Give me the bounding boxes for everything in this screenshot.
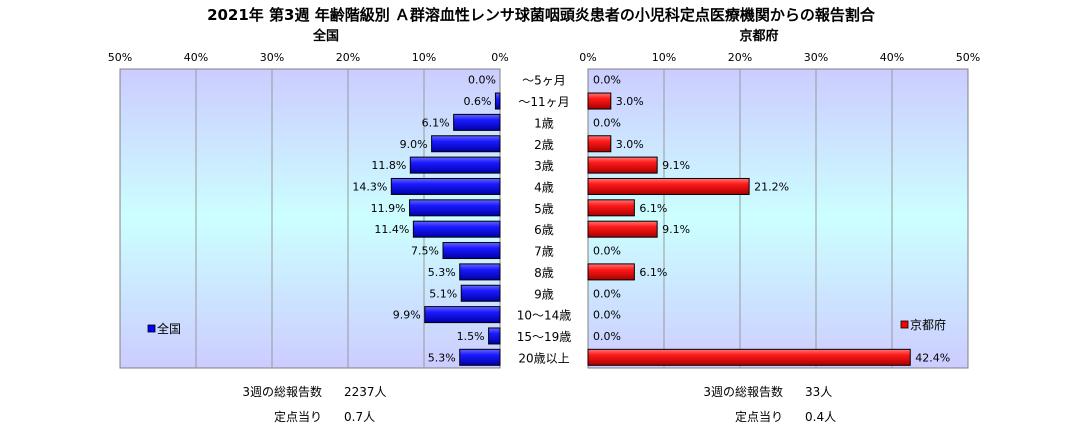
age-group-label: 1歳 [534,116,554,130]
national-legend: 全国 [147,321,181,336]
national-value-label: 5.3% [428,351,456,364]
kyoto-plot-area [587,68,969,369]
national-tick-label: 10% [412,51,436,64]
kyoto-bar [587,348,911,366]
age-group-label: ～11ヶ月 [518,95,569,109]
national-bar [488,327,501,345]
kyoto-value-label: 6.1% [639,202,667,215]
national-value-label: 11.4% [374,223,409,236]
national-tick-label: 50% [108,51,132,64]
kyoto-panel-title: 京都府 [739,28,778,44]
national-bar [409,199,501,217]
national-value-label: 7.5% [411,245,439,258]
kyoto-value-label: 6.1% [639,266,667,279]
national-bar [459,263,501,281]
kyoto-bar [587,263,635,281]
national-value-label: 11.8% [371,159,406,172]
national-bar [453,113,501,131]
kyoto-tick-label: 50% [956,51,980,64]
kyoto-total-label: 3週の総報告数 [703,384,783,399]
national-panel-title: 全国 [312,28,339,44]
age-group-label: 8歳 [534,266,554,280]
kyoto-tick-label: 10% [652,51,676,64]
national-bar [409,156,501,174]
national-bar [460,284,501,302]
age-group-label: 5歳 [534,202,554,216]
kyoto-value-label: 0.0% [593,330,621,343]
kyoto-bar [587,177,750,195]
kyoto-value-label: 0.0% [593,287,621,300]
kyoto-value-label: 3.0% [616,138,644,151]
kyoto-value-label: 0.0% [593,74,621,87]
national-tick-label: 30% [260,51,284,64]
kyoto-per-label: 定点当り [735,409,783,424]
national-value-label: 9.9% [393,309,421,322]
national-total-value: 2237人 [344,385,387,399]
national-tick-label: 40% [184,51,208,64]
kyoto-bar [587,199,635,217]
national-bar [459,348,501,366]
kyoto-bar [587,92,612,110]
age-group-label: 3歳 [534,159,554,173]
national-legend-swatch [147,324,156,333]
age-group-label: 15～19歳 [517,330,572,344]
age-group-label: 7歳 [534,245,554,259]
kyoto-tick-label: 30% [804,51,828,64]
kyoto-value-label: 3.0% [616,95,644,108]
national-value-label: 5.1% [429,287,457,300]
national-value-label: 5.3% [428,266,456,279]
national-value-label: 6.1% [422,116,450,129]
kyoto-tick-label: 0% [579,51,596,64]
kyoto-value-label: 42.4% [915,351,950,364]
age-group-label: 4歳 [534,180,554,194]
kyoto-bar [587,156,658,174]
national-bar [412,220,501,238]
national-value-label: 0.6% [463,95,491,108]
kyoto-value-label: 0.0% [593,116,621,129]
age-group-label: 9歳 [534,287,554,301]
kyoto-legend: 京都府 [900,317,946,332]
kyoto-legend-swatch [900,320,909,329]
kyoto-tick-label: 40% [880,51,904,64]
national-value-label: 0.0% [468,74,496,87]
national-bar [431,135,501,153]
national-value-label: 9.0% [400,138,428,151]
kyoto-bar [587,220,658,238]
age-group-label: 10～14歳 [517,309,572,323]
national-value-label: 14.3% [352,180,387,193]
national-value-label: 1.5% [457,330,485,343]
kyoto-tick-label: 20% [728,51,752,64]
national-value-label: 11.9% [371,202,406,215]
age-group-label: 2歳 [534,138,554,152]
national-tick-label: 0% [491,51,508,64]
kyoto-legend-label: 京都府 [910,317,946,332]
national-tick-label: 20% [336,51,360,64]
kyoto-value-label: 0.0% [593,309,621,322]
national-per-label: 定点当り [274,409,322,424]
age-group-label: ～5ヶ月 [522,74,566,88]
national-bar [390,177,501,195]
age-group-label: 6歳 [534,223,554,237]
kyoto-value-label: 21.2% [754,180,789,193]
national-per-value: 0.7人 [344,410,375,424]
kyoto-value-label: 9.1% [662,159,690,172]
kyoto-value-label: 9.1% [662,223,690,236]
national-bar [494,92,501,110]
national-bar [424,306,501,324]
national-total-label: 3週の総報告数 [242,384,322,399]
kyoto-value-label: 0.0% [593,245,621,258]
chart-title: 2021年 第3週 年齢階級別 Ａ群溶血性レンサ球菌咽頭炎患者の小児科定点医療機… [207,6,876,24]
national-bar [442,242,501,260]
age-group-label: 20歳以上 [518,351,569,365]
kyoto-bar [587,135,612,153]
kyoto-per-value: 0.4人 [805,410,836,424]
kyoto-total-value: 33人 [805,385,832,399]
national-legend-label: 全国 [157,321,181,336]
